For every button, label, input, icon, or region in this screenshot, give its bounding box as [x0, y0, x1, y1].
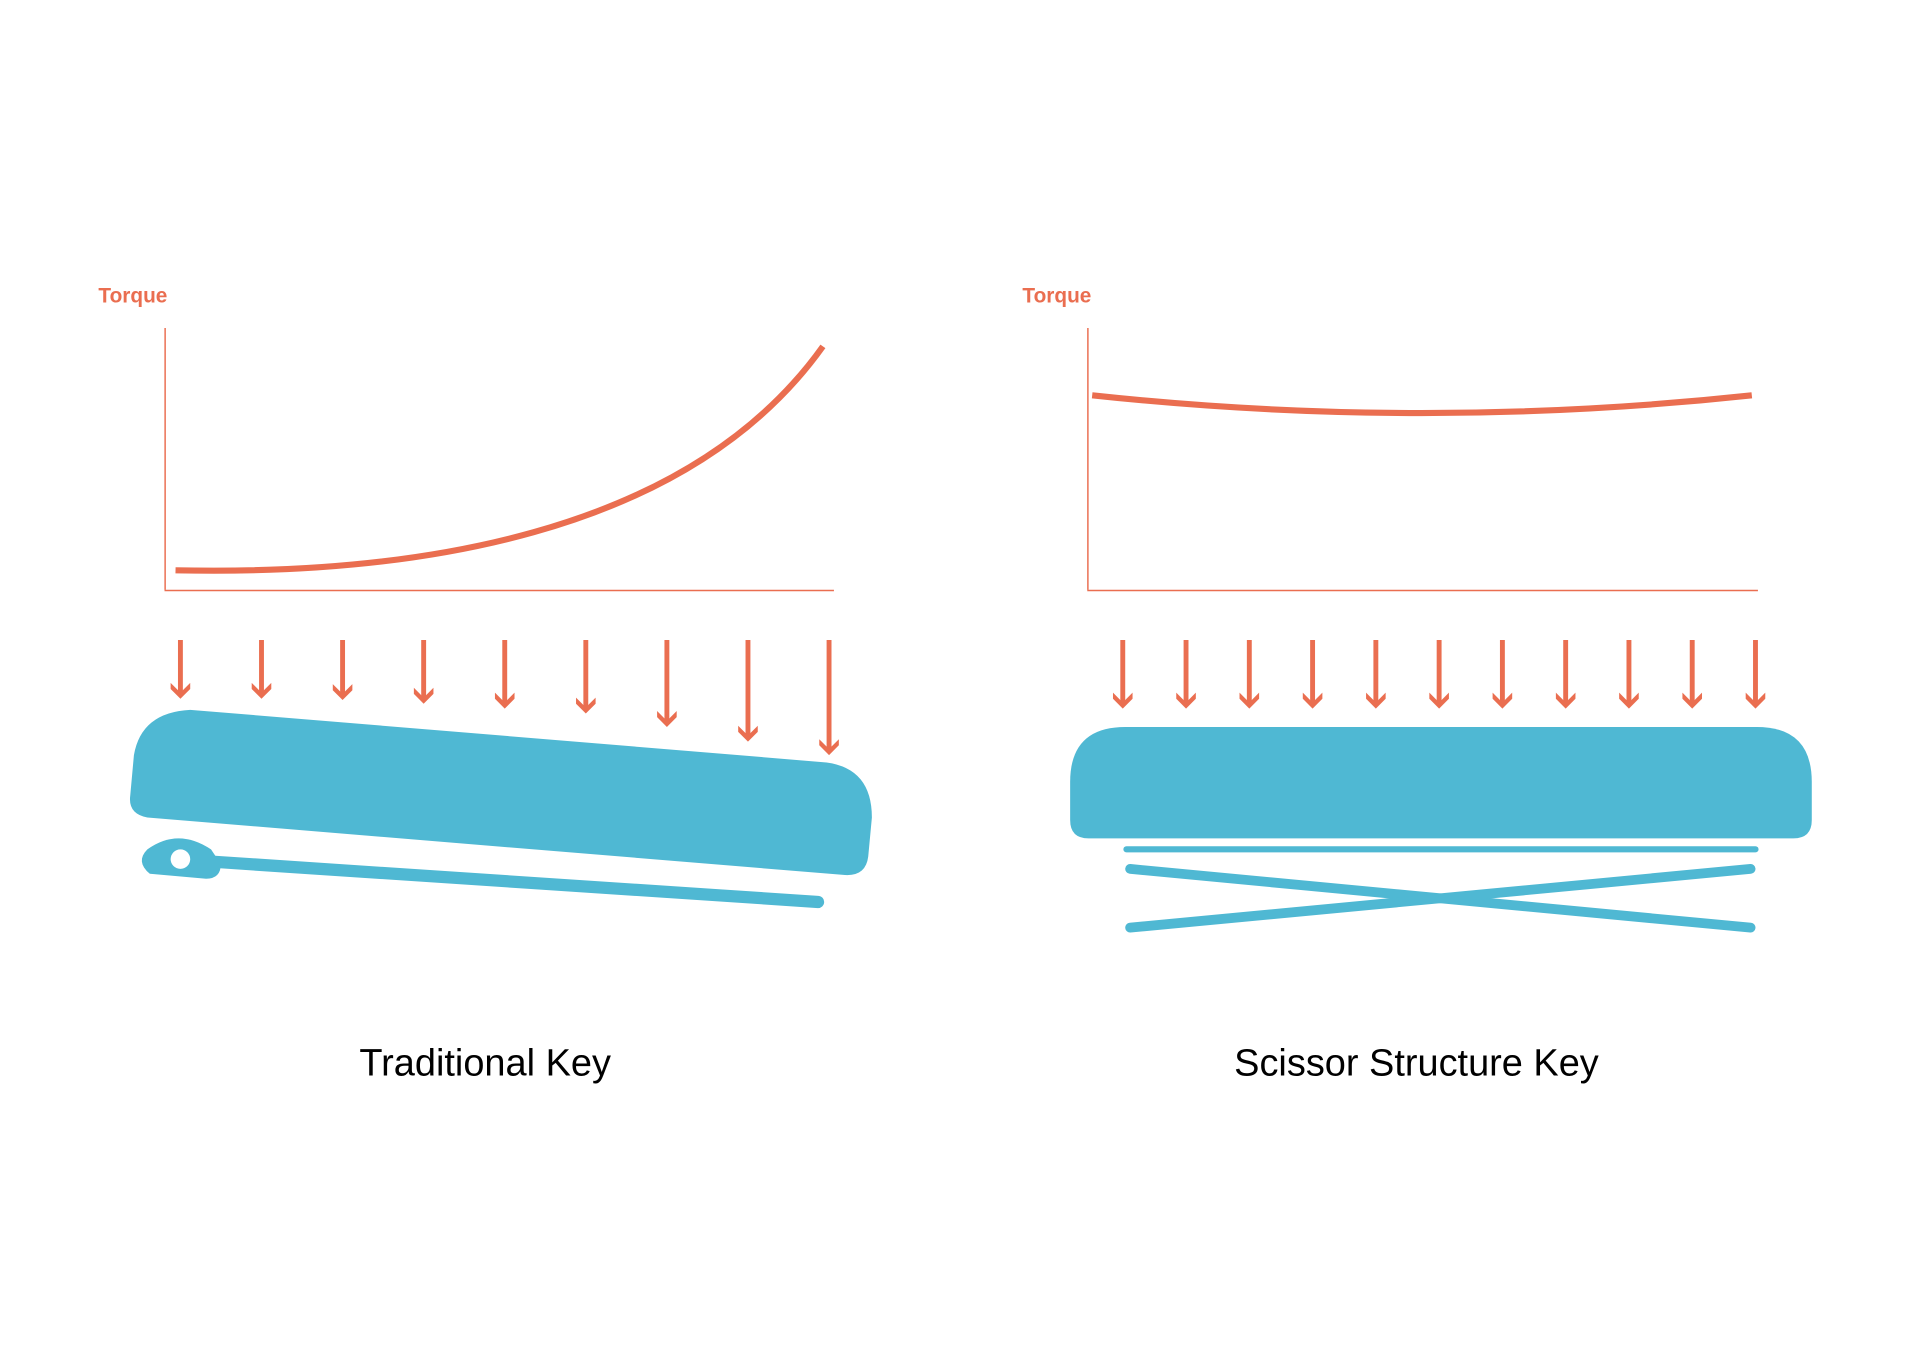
force-arrow: [1239, 640, 1260, 709]
force-arrow: [576, 640, 596, 714]
arrow-head: [251, 682, 272, 699]
arrow-head: [576, 697, 596, 714]
pivot-hole: [170, 849, 191, 869]
arrow-head: [1745, 692, 1766, 709]
right-torque-curve: [1091, 392, 1753, 417]
force-arrow: [251, 640, 272, 699]
force-arrow: [1176, 640, 1196, 709]
arrow-head: [1239, 692, 1260, 709]
left-torque-curve: [175, 344, 826, 574]
force-arrow: [1112, 640, 1133, 709]
force-arrow: [170, 640, 191, 699]
arrow-head: [1429, 692, 1449, 709]
left-torque-label: Torque: [98, 284, 167, 307]
force-arrow: [1745, 640, 1766, 709]
arrow-head: [1555, 692, 1576, 709]
traditional-key-caption: Traditional Key: [359, 1043, 611, 1085]
right-torque-label: Torque: [1022, 284, 1091, 307]
force-arrow: [738, 640, 758, 742]
arrow-head: [657, 711, 677, 727]
arrow-head: [1176, 692, 1196, 709]
force-arrow: [1619, 640, 1639, 709]
traditional-keycap: [129, 709, 872, 876]
scissor-key-caption: Scissor Structure Key: [1234, 1043, 1599, 1085]
force-arrow: [494, 640, 515, 709]
force-arrow: [819, 640, 839, 756]
force-arrow: [413, 640, 434, 704]
force-arrow: [1492, 640, 1513, 709]
force-arrow: [1429, 640, 1449, 709]
scissor-key-panel: Torque Scissor Structure Key: [1022, 284, 1812, 1085]
arrow-head: [738, 725, 758, 742]
force-arrow: [1302, 640, 1323, 709]
force-arrow: [1366, 640, 1386, 709]
force-arrow: [1555, 640, 1576, 709]
arrow-head: [1112, 692, 1133, 709]
force-arrow: [1682, 640, 1703, 709]
force-arrow: [657, 640, 677, 727]
arrow-head: [819, 739, 839, 756]
arrow-head: [170, 682, 191, 699]
traditional-key-panel: Torque Traditional Key: [98, 284, 872, 1085]
scissor-keycap: [1070, 726, 1812, 839]
force-arrow: [332, 640, 353, 701]
arrow-head: [1619, 692, 1639, 709]
arrow-head: [1366, 692, 1386, 709]
arrow-head: [413, 687, 434, 704]
right-force-arrows: [1112, 640, 1766, 709]
arrow-head: [494, 692, 515, 709]
arrow-head: [1492, 692, 1513, 709]
arrow-head: [1302, 692, 1323, 709]
scissor-arm-b: [1125, 864, 1756, 933]
arrow-head: [1682, 692, 1703, 709]
traditional-lever-arm: [204, 855, 825, 909]
left-force-arrows: [170, 640, 839, 756]
arrow-head: [332, 684, 353, 701]
